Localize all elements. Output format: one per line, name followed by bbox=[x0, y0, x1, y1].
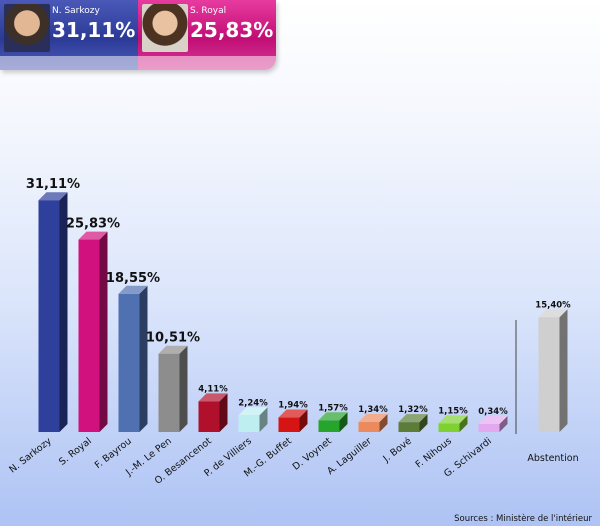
bar-top bbox=[38, 192, 68, 201]
bar-side bbox=[419, 414, 428, 432]
bar-side bbox=[59, 192, 68, 432]
category-label: N. Sarkozy bbox=[7, 435, 54, 475]
bar-top bbox=[278, 409, 308, 418]
value-label: 1,34% bbox=[358, 405, 388, 415]
bar-1 bbox=[78, 231, 108, 432]
bar-top bbox=[358, 414, 388, 423]
bar-side bbox=[219, 393, 228, 432]
sarkozy-photo bbox=[4, 4, 50, 52]
value-label: 31,11% bbox=[26, 177, 80, 192]
bar-4 bbox=[198, 393, 228, 432]
bar-top bbox=[318, 412, 348, 421]
bar-0 bbox=[38, 192, 68, 432]
bar-7 bbox=[318, 412, 348, 432]
bar-2 bbox=[118, 285, 148, 432]
bar-top bbox=[238, 407, 268, 416]
bar-top bbox=[78, 231, 108, 240]
sarkozy-panel: N. Sarkozy 31,11% bbox=[0, 0, 138, 70]
bar-side bbox=[379, 414, 388, 432]
value-label: 2,24% bbox=[238, 398, 268, 408]
results-header: N. Sarkozy 31,11% S. Royal 25,83% bbox=[0, 0, 276, 70]
bar-top bbox=[158, 345, 188, 354]
bar-top bbox=[118, 285, 148, 294]
value-label: 10,51% bbox=[146, 331, 200, 346]
sarkozy-score: 31,11% bbox=[52, 18, 136, 42]
value-label: 1,57% bbox=[318, 403, 348, 413]
bar-front bbox=[158, 353, 180, 432]
category-label: S. Royal bbox=[57, 436, 94, 468]
bar-front bbox=[478, 424, 500, 432]
bar-3 bbox=[158, 345, 188, 432]
panel-strip bbox=[0, 56, 138, 70]
value-label: 1,15% bbox=[438, 406, 468, 416]
bar-front bbox=[238, 415, 260, 432]
royal-name: S. Royal bbox=[190, 6, 227, 16]
bar-side bbox=[259, 407, 268, 432]
bar-5 bbox=[238, 407, 268, 432]
panel-strip bbox=[138, 56, 276, 70]
bar-top bbox=[538, 309, 568, 318]
bar-side bbox=[499, 416, 508, 432]
bar-side bbox=[299, 409, 308, 432]
bar-side bbox=[179, 345, 188, 432]
value-label: 25,83% bbox=[66, 217, 120, 232]
bar-side bbox=[339, 412, 348, 432]
bar-9 bbox=[398, 414, 428, 432]
royal-score: 25,83% bbox=[190, 18, 274, 42]
bar-front bbox=[398, 422, 420, 432]
royal-photo bbox=[142, 4, 188, 52]
bar-side bbox=[99, 231, 108, 432]
bar-front bbox=[38, 200, 60, 432]
bar-12 bbox=[538, 309, 568, 432]
value-label: 15,40% bbox=[535, 300, 571, 310]
bar-top bbox=[198, 393, 228, 402]
bar-6 bbox=[278, 409, 308, 432]
bar-front bbox=[198, 401, 220, 432]
bar-side bbox=[459, 415, 468, 432]
bar-front bbox=[318, 420, 340, 432]
bar-8 bbox=[358, 414, 388, 432]
category-label: J. Bové bbox=[381, 436, 414, 465]
category-label: A. Laguiller bbox=[325, 436, 374, 477]
value-label: 1,32% bbox=[398, 405, 428, 415]
value-label: 1,94% bbox=[278, 401, 308, 411]
royal-panel: S. Royal 25,83% bbox=[138, 0, 276, 70]
bar-top bbox=[398, 414, 428, 423]
bar-front bbox=[358, 422, 380, 432]
value-label: 18,55% bbox=[106, 271, 160, 286]
bar-front bbox=[118, 293, 140, 432]
bar-front bbox=[438, 423, 460, 432]
bar-front bbox=[278, 417, 300, 432]
bar-10 bbox=[438, 415, 468, 432]
bar-11 bbox=[478, 416, 508, 432]
bar-side bbox=[139, 285, 148, 432]
sarkozy-name: N. Sarkozy bbox=[52, 6, 100, 16]
bar-top bbox=[438, 415, 468, 424]
value-label: 0,34% bbox=[478, 407, 508, 417]
source-note: Sources : Ministère de l'intérieur bbox=[454, 514, 592, 524]
bar-front bbox=[78, 239, 100, 432]
bar-front bbox=[538, 317, 560, 432]
bar-side bbox=[559, 309, 568, 432]
bar-top bbox=[478, 416, 508, 424]
value-label: 4,11% bbox=[198, 384, 228, 394]
category-label: Abstention bbox=[527, 453, 578, 464]
